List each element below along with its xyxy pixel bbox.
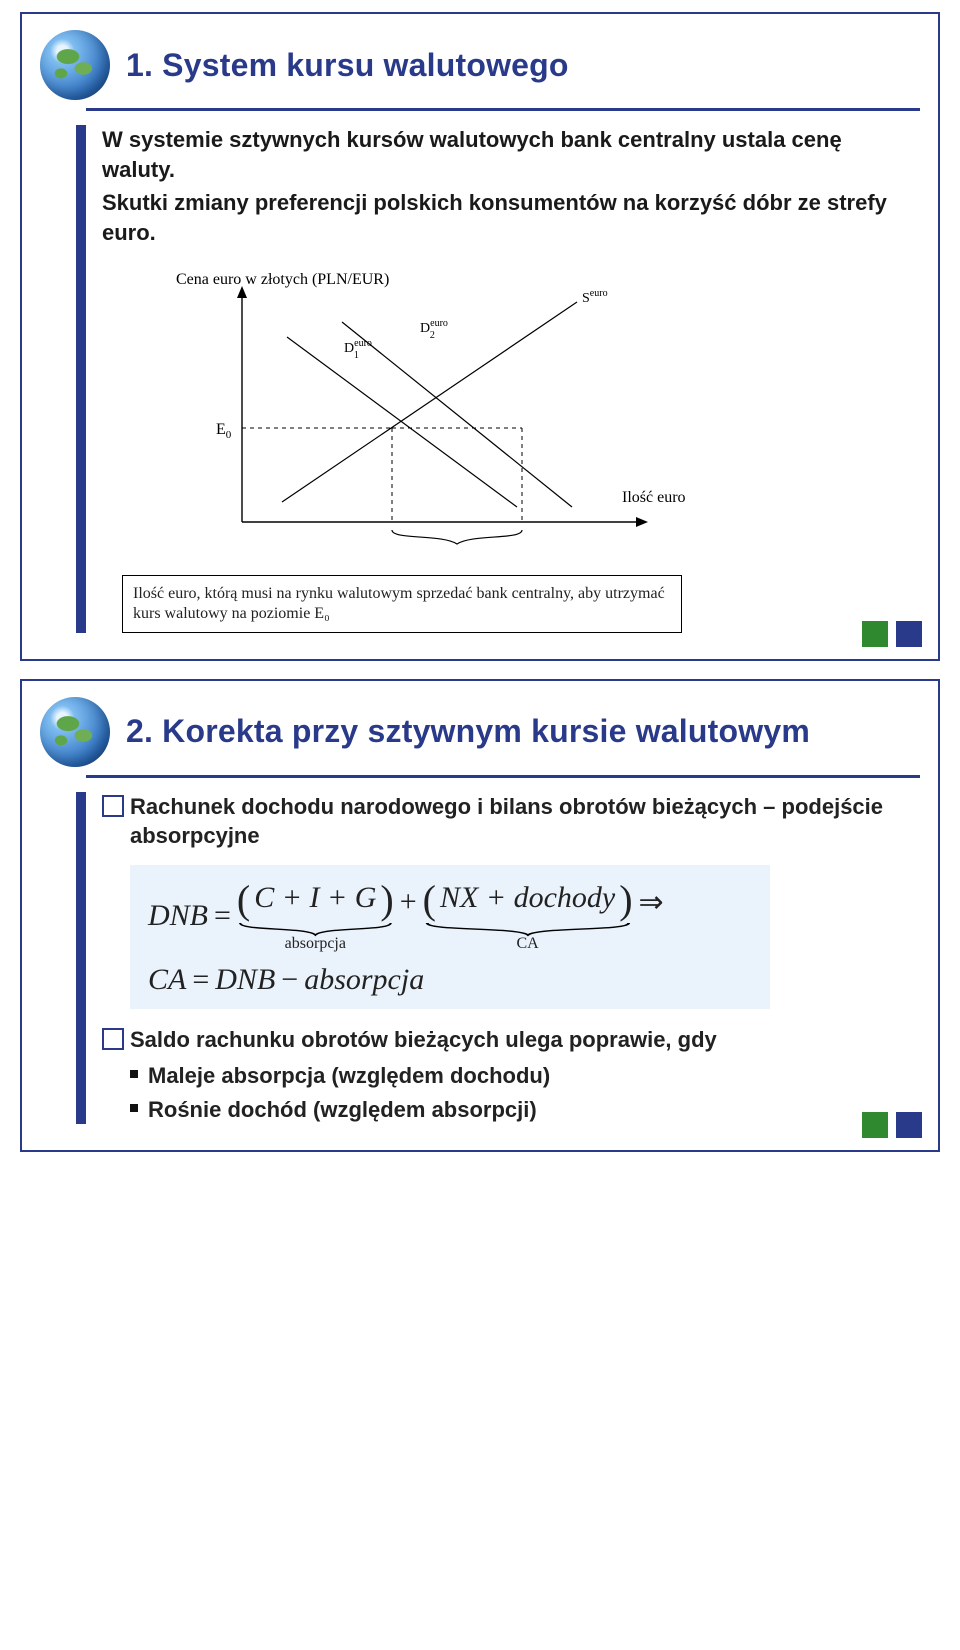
bullet-box-1: Rachunek dochodu narodowego i bilans obr… — [102, 792, 920, 851]
slide-2-header: 2. Korekta przy sztywnym kursie walutowy… — [40, 697, 920, 767]
demand1-label: Deuro1 — [344, 338, 372, 361]
eq-plus: + — [400, 885, 417, 919]
slide-1-header: 1. System kursu walutowego — [40, 30, 920, 100]
slide-1-body: W systemie sztywnych kursów walutowych b… — [102, 125, 920, 633]
underbrace-1-label: absorpcja — [285, 935, 346, 953]
eq-equals: = — [214, 899, 231, 933]
x-axis-label: Ilość euro — [622, 489, 686, 506]
title-underline — [86, 775, 920, 778]
corner-squares — [862, 621, 922, 647]
slide-2-content: Rachunek dochodu narodowego i bilans obr… — [40, 792, 920, 1124]
vertical-accent-bar — [76, 125, 86, 633]
price-label: E0 — [216, 421, 232, 441]
equation-line-2: CA = DNB − absorpcja — [148, 963, 752, 997]
square-green — [862, 621, 888, 647]
slide-1-title: 1. System kursu walutowego — [126, 47, 569, 84]
y-axis-label: Cena euro w złotych (PLN/EUR) — [176, 271, 389, 288]
underbrace-2-label: CA — [516, 935, 538, 953]
square-green — [862, 1112, 888, 1138]
title-underline — [86, 108, 920, 111]
slide-2: 2. Korekta przy sztywnym kursie walutowy… — [20, 679, 940, 1152]
slide-1-para-1: W systemie sztywnych kursów walutowych b… — [102, 125, 920, 184]
bullet-box-2: Saldo rachunku obrotów bieżących ulega p… — [102, 1025, 920, 1055]
eq-imply: ⇒ — [639, 885, 664, 920]
vertical-accent-bar — [76, 792, 86, 1124]
eq-group-ca: ( NX + dochody ) CA — [423, 879, 633, 953]
supply-demand-chart: Cena euro w złotych (PLN/EUR) Seuro Deur… — [122, 262, 742, 633]
slide-1-content: W systemie sztywnych kursów walutowych b… — [40, 125, 920, 633]
slide-2-title: 2. Korekta przy sztywnym kursie walutowy… — [126, 713, 810, 750]
chart-note: Ilość euro, którą musi na rynku walutowy… — [122, 575, 682, 633]
equation-box: DNB = ( C + I + G ) absorpcja + — [130, 865, 770, 1009]
slide-1-para-2: Skutki zmiany preferencji polskich konsu… — [102, 188, 920, 247]
globe-icon — [40, 30, 110, 100]
bullet-box-1-text: Rachunek dochodu narodowego i bilans obr… — [130, 794, 883, 849]
slide-1: 1. System kursu walutowego W systemie sz… — [20, 12, 940, 661]
globe-icon — [40, 697, 110, 767]
demand2-label: Deuro2 — [420, 318, 448, 341]
eq-group-absorpcja: ( C + I + G ) absorpcja — [237, 879, 394, 953]
equation-line-1: DNB = ( C + I + G ) absorpcja + — [148, 879, 752, 953]
sub-bullet-2: Rośnie dochód (względem absorpcji) — [102, 1095, 920, 1125]
eq-dnb: DNB — [148, 899, 208, 933]
square-blue — [896, 1112, 922, 1138]
corner-squares — [862, 1112, 922, 1138]
bullet-box-2-text: Saldo rachunku obrotów bieżących ulega p… — [130, 1027, 717, 1052]
chart-svg: Cena euro w złotych (PLN/EUR) Seuro Deur… — [122, 262, 742, 562]
sub-bullet-1: Maleje absorpcja (względem dochodu) — [102, 1061, 920, 1091]
slide-2-body: Rachunek dochodu narodowego i bilans obr… — [102, 792, 920, 1124]
supply-label: Seuro — [582, 288, 608, 306]
square-blue — [896, 621, 922, 647]
